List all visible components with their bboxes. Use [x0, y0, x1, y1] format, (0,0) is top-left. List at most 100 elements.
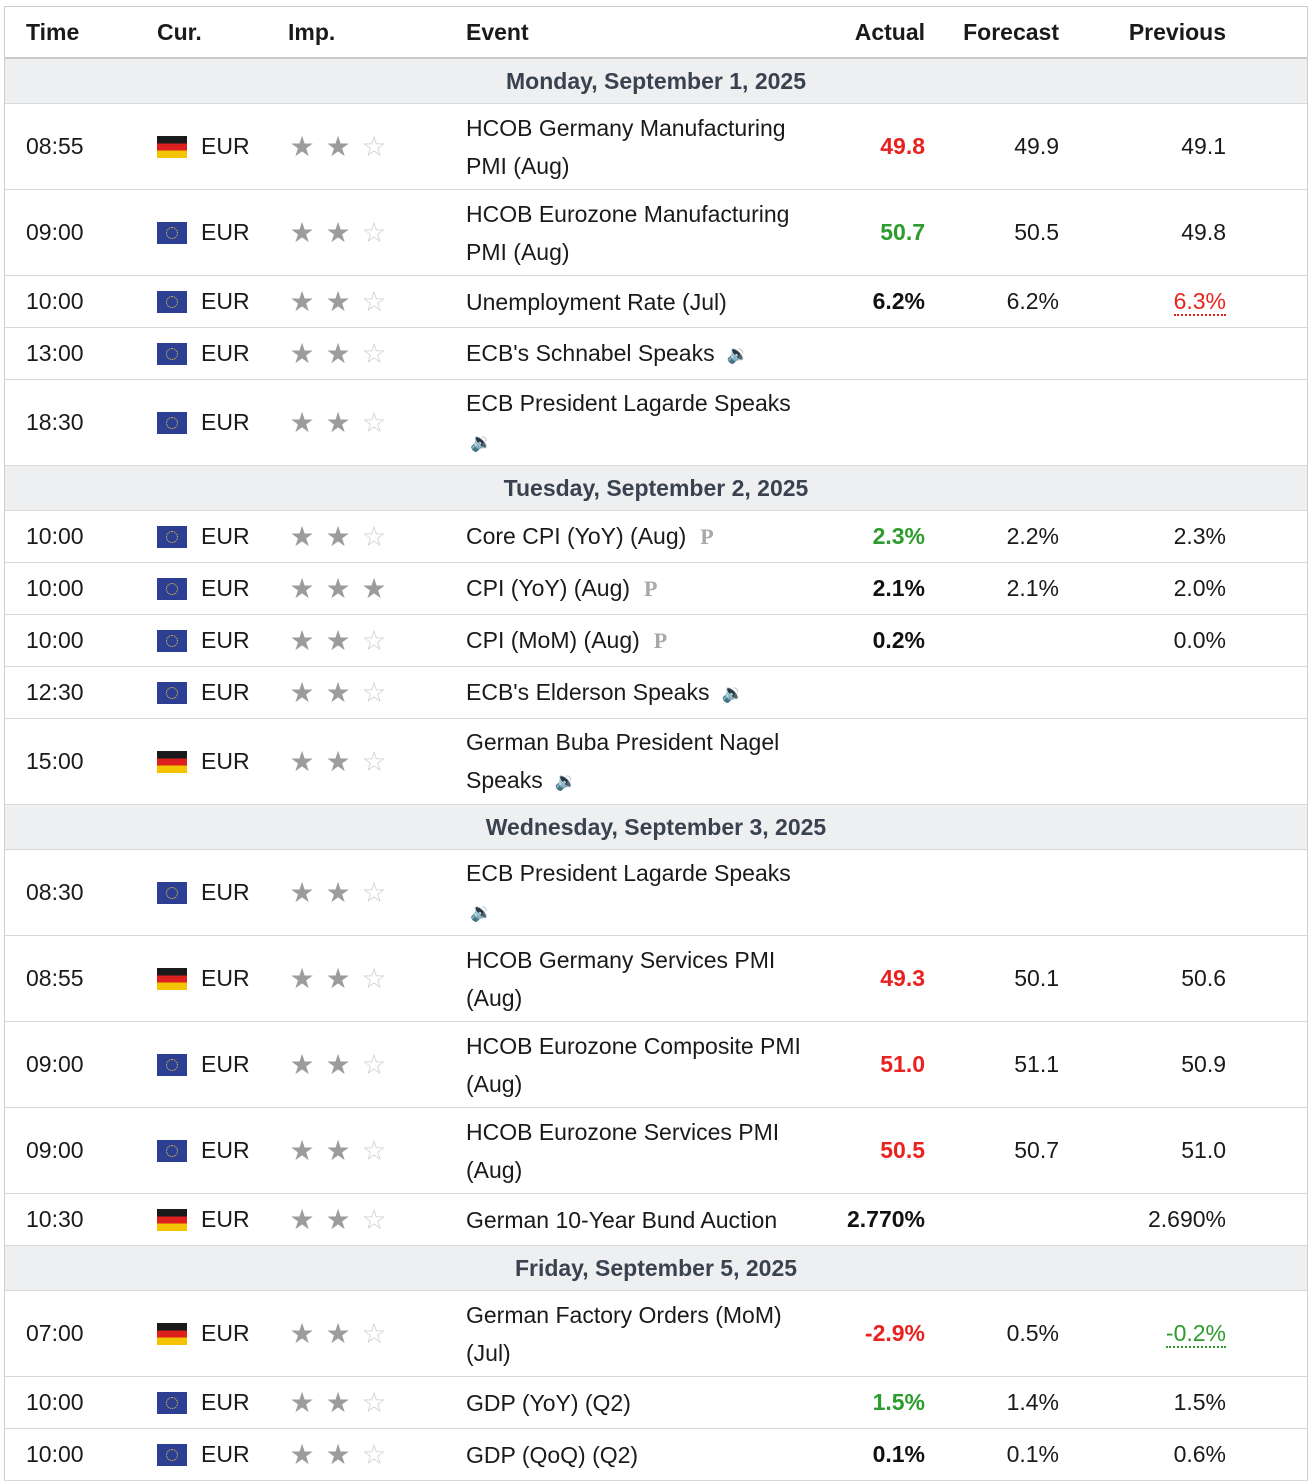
star-filled-icon: ★	[289, 216, 315, 248]
event-title-link[interactable]: ECB President Lagarde Speaks	[466, 389, 791, 416]
previous-value-cell: 6.3%	[1085, 276, 1226, 327]
event-title-link[interactable]: GDP (YoY) (Q2)	[466, 1389, 631, 1416]
actual-value: 6.2%	[872, 288, 925, 314]
event-row[interactable]: 09:00 EUR ★ ★ ☆ HCOB Eurozone Services PMI (A…	[5, 1108, 1307, 1194]
header-event[interactable]: Event	[466, 19, 529, 45]
event-time: 08:30	[26, 879, 84, 905]
date-group-header: Monday, September 1, 2025	[5, 59, 1307, 104]
event-name[interactable]: Unemployment Rate (Jul)	[466, 276, 828, 327]
previous-value[interactable]: -0.2%	[1165, 1319, 1226, 1348]
event-name[interactable]: Core CPI (YoY) (Aug) P	[466, 511, 828, 562]
preliminary-release-icon[interactable]: P	[700, 524, 714, 550]
event-name[interactable]: ECB President Lagarde Speaks 🔉	[466, 380, 828, 465]
speech-audio-icon[interactable]: 🔉	[554, 771, 578, 792]
event-title-link[interactable]: CPI (YoY) (Aug)	[466, 574, 631, 601]
event-time: 15:00	[26, 748, 84, 774]
header-importance[interactable]: Imp.	[288, 18, 336, 45]
event-title-link[interactable]: Core CPI (YoY) (Aug)	[466, 522, 687, 549]
star-empty-icon: ☆	[361, 285, 387, 317]
event-row[interactable]: 09:00 EUR ★ ★ ☆ HCOB Eurozone Manufacturing P…	[5, 190, 1307, 276]
event-name[interactable]: German Buba President Nagel Speaks 🔉	[466, 719, 828, 804]
header-currency[interactable]: Cur.	[157, 18, 202, 45]
event-row[interactable]: 10:00 EUR ★ ★ ☆ GDP (QoQ) (Q2) 0.1% 0.1% 0.6%	[5, 1429, 1307, 1481]
event-name[interactable]: ECB's Elderson Speaks 🔉	[466, 667, 828, 718]
actual-value-cell	[785, 667, 925, 718]
speech-audio-icon[interactable]: 🔉	[721, 683, 744, 704]
star-filled-icon: ★	[325, 406, 351, 438]
event-name[interactable]: HCOB Eurozone Composite PMI (Aug)	[466, 1022, 828, 1107]
event-currency: EUR	[157, 380, 277, 465]
event-name[interactable]: German Factory Orders (MoM) (Jul)	[466, 1291, 828, 1376]
event-row[interactable]: 10:00 EUR ★ ★ ★ CPI (YoY) (Aug) P 2.1% 2.1% 2.0%	[5, 563, 1307, 615]
event-title-link[interactable]: HCOB Germany Services PMI (Aug)	[466, 946, 776, 1011]
forecast-value: 50.5	[1014, 219, 1059, 245]
star-empty-icon: ☆	[361, 130, 387, 162]
event-title-link[interactable]: Unemployment Rate (Jul)	[466, 288, 727, 315]
event-row[interactable]: 12:30 EUR ★ ★ ☆ ECB's Elderson Speaks 🔉	[5, 667, 1307, 719]
event-title-link[interactable]: ECB's Schnabel Speaks	[466, 339, 715, 366]
event-row[interactable]: 10:00 EUR ★ ★ ☆ CPI (MoM) (Aug) P 0.2% 0.0%	[5, 615, 1307, 667]
header-time[interactable]: Time	[26, 18, 80, 45]
event-row[interactable]: 10:00 EUR ★ ★ ☆ GDP (YoY) (Q2) 1.5% 1.4% 1.5%	[5, 1377, 1307, 1429]
header-previous[interactable]: Previous	[1128, 18, 1226, 45]
event-name[interactable]: German 10-Year Bund Auction	[466, 1194, 828, 1245]
preliminary-release-icon[interactable]: P	[653, 628, 668, 654]
event-time: 10:00	[26, 575, 84, 601]
event-title-link[interactable]: German Factory Orders (MoM) (Jul)	[466, 1301, 782, 1366]
event-title-link[interactable]: ECB President Lagarde Speaks	[466, 859, 791, 886]
event-name[interactable]: ECB's Schnabel Speaks 🔉	[466, 328, 828, 379]
previous-value[interactable]: 6.3%	[1173, 287, 1226, 316]
event-title-link[interactable]: German Buba President Nagel Speaks	[466, 728, 780, 793]
event-title-link[interactable]: German 10-Year Bund Auction	[466, 1206, 778, 1233]
event-title-link[interactable]: HCOB Eurozone Services PMI (Aug)	[466, 1118, 780, 1183]
star-filled-icon: ★	[289, 520, 315, 552]
importance-rating: ★ ★ ☆	[288, 1377, 448, 1428]
event-name[interactable]: CPI (YoY) (Aug) P	[466, 563, 828, 614]
star-filled-icon: ★	[289, 1317, 315, 1349]
event-currency: EUR	[157, 104, 277, 189]
event-row[interactable]: 10:30 EUR ★ ★ ☆ German 10-Year Bund Auction 2.…	[5, 1194, 1307, 1246]
event-row[interactable]: 08:55 EUR ★ ★ ☆ HCOB Germany Services PMI (Au…	[5, 936, 1307, 1022]
header-actual[interactable]: Actual	[854, 18, 925, 45]
event-name[interactable]: HCOB Germany Manufacturing PMI (Aug)	[466, 104, 828, 189]
currency-code: EUR	[201, 288, 250, 314]
header-forecast[interactable]: Forecast	[963, 18, 1059, 45]
event-name[interactable]: CPI (MoM) (Aug) P	[466, 615, 828, 666]
event-title-link[interactable]: ECB's Elderson Speaks	[466, 678, 710, 705]
event-row[interactable]: 08:55 EUR ★ ★ ☆ HCOB Germany Manufacturing PM…	[5, 104, 1307, 190]
event-time: 12:30	[26, 679, 84, 705]
event-title-link[interactable]: CPI (MoM) (Aug)	[466, 626, 640, 653]
event-row[interactable]: 18:30 EUR ★ ★ ☆ ECB President Lagarde Speaks 🔉	[5, 380, 1307, 466]
event-row[interactable]: 15:00 EUR ★ ★ ☆ German Buba President Nagel S…	[5, 719, 1307, 805]
event-row[interactable]: 09:00 EUR ★ ★ ☆ HCOB Eurozone Composite PMI (…	[5, 1022, 1307, 1108]
forecast-value-cell: 2.1%	[935, 563, 1059, 614]
event-title-link[interactable]: GDP (QoQ) (Q2)	[466, 1441, 639, 1468]
currency-code: EUR	[201, 1051, 250, 1077]
actual-value: 2.770%	[846, 1206, 925, 1232]
event-title-link[interactable]: HCOB Eurozone Manufacturing PMI (Aug)	[466, 200, 790, 265]
previous-value-cell: 51.0	[1085, 1108, 1226, 1193]
event-time: 09:00	[26, 219, 84, 245]
event-row[interactable]: 10:00 EUR ★ ★ ☆ Core CPI (YoY) (Aug) P 2.3% 2.2%…	[5, 511, 1307, 563]
event-row[interactable]: 13:00 EUR ★ ★ ☆ ECB's Schnabel Speaks 🔉	[5, 328, 1307, 380]
preliminary-release-icon[interactable]: P	[644, 576, 658, 602]
event-title-link[interactable]: HCOB Eurozone Composite PMI (Aug)	[466, 1032, 801, 1097]
event-name[interactable]: HCOB Germany Services PMI (Aug)	[466, 936, 828, 1021]
event-name[interactable]: HCOB Eurozone Services PMI (Aug)	[466, 1108, 828, 1193]
event-name[interactable]: GDP (QoQ) (Q2)	[466, 1429, 828, 1480]
event-row[interactable]: 07:00 EUR ★ ★ ☆ German Factory Orders (MoM) (…	[5, 1291, 1307, 1377]
speech-audio-icon[interactable]: 🔉	[726, 344, 750, 365]
star-empty-icon: ☆	[361, 1048, 387, 1080]
previous-value-cell: 0.0%	[1085, 615, 1226, 666]
event-name[interactable]: ECB President Lagarde Speaks 🔉	[466, 850, 828, 935]
speech-audio-icon[interactable]: 🔉	[470, 902, 493, 923]
star-filled-icon: ★	[289, 962, 315, 994]
previous-value-cell: 2.3%	[1085, 511, 1226, 562]
event-name[interactable]: HCOB Eurozone Manufacturing PMI (Aug)	[466, 190, 828, 275]
event-name[interactable]: GDP (YoY) (Q2)	[466, 1377, 828, 1428]
event-title-link[interactable]: HCOB Germany Manufacturing PMI (Aug)	[466, 114, 786, 179]
star-filled-icon: ★	[289, 1134, 315, 1166]
event-row[interactable]: 10:00 EUR ★ ★ ☆ Unemployment Rate (Jul) 6.2% 6.…	[5, 276, 1307, 328]
speech-audio-icon[interactable]: 🔉	[470, 432, 493, 453]
event-row[interactable]: 08:30 EUR ★ ★ ☆ ECB President Lagarde Speaks 🔉	[5, 850, 1307, 936]
